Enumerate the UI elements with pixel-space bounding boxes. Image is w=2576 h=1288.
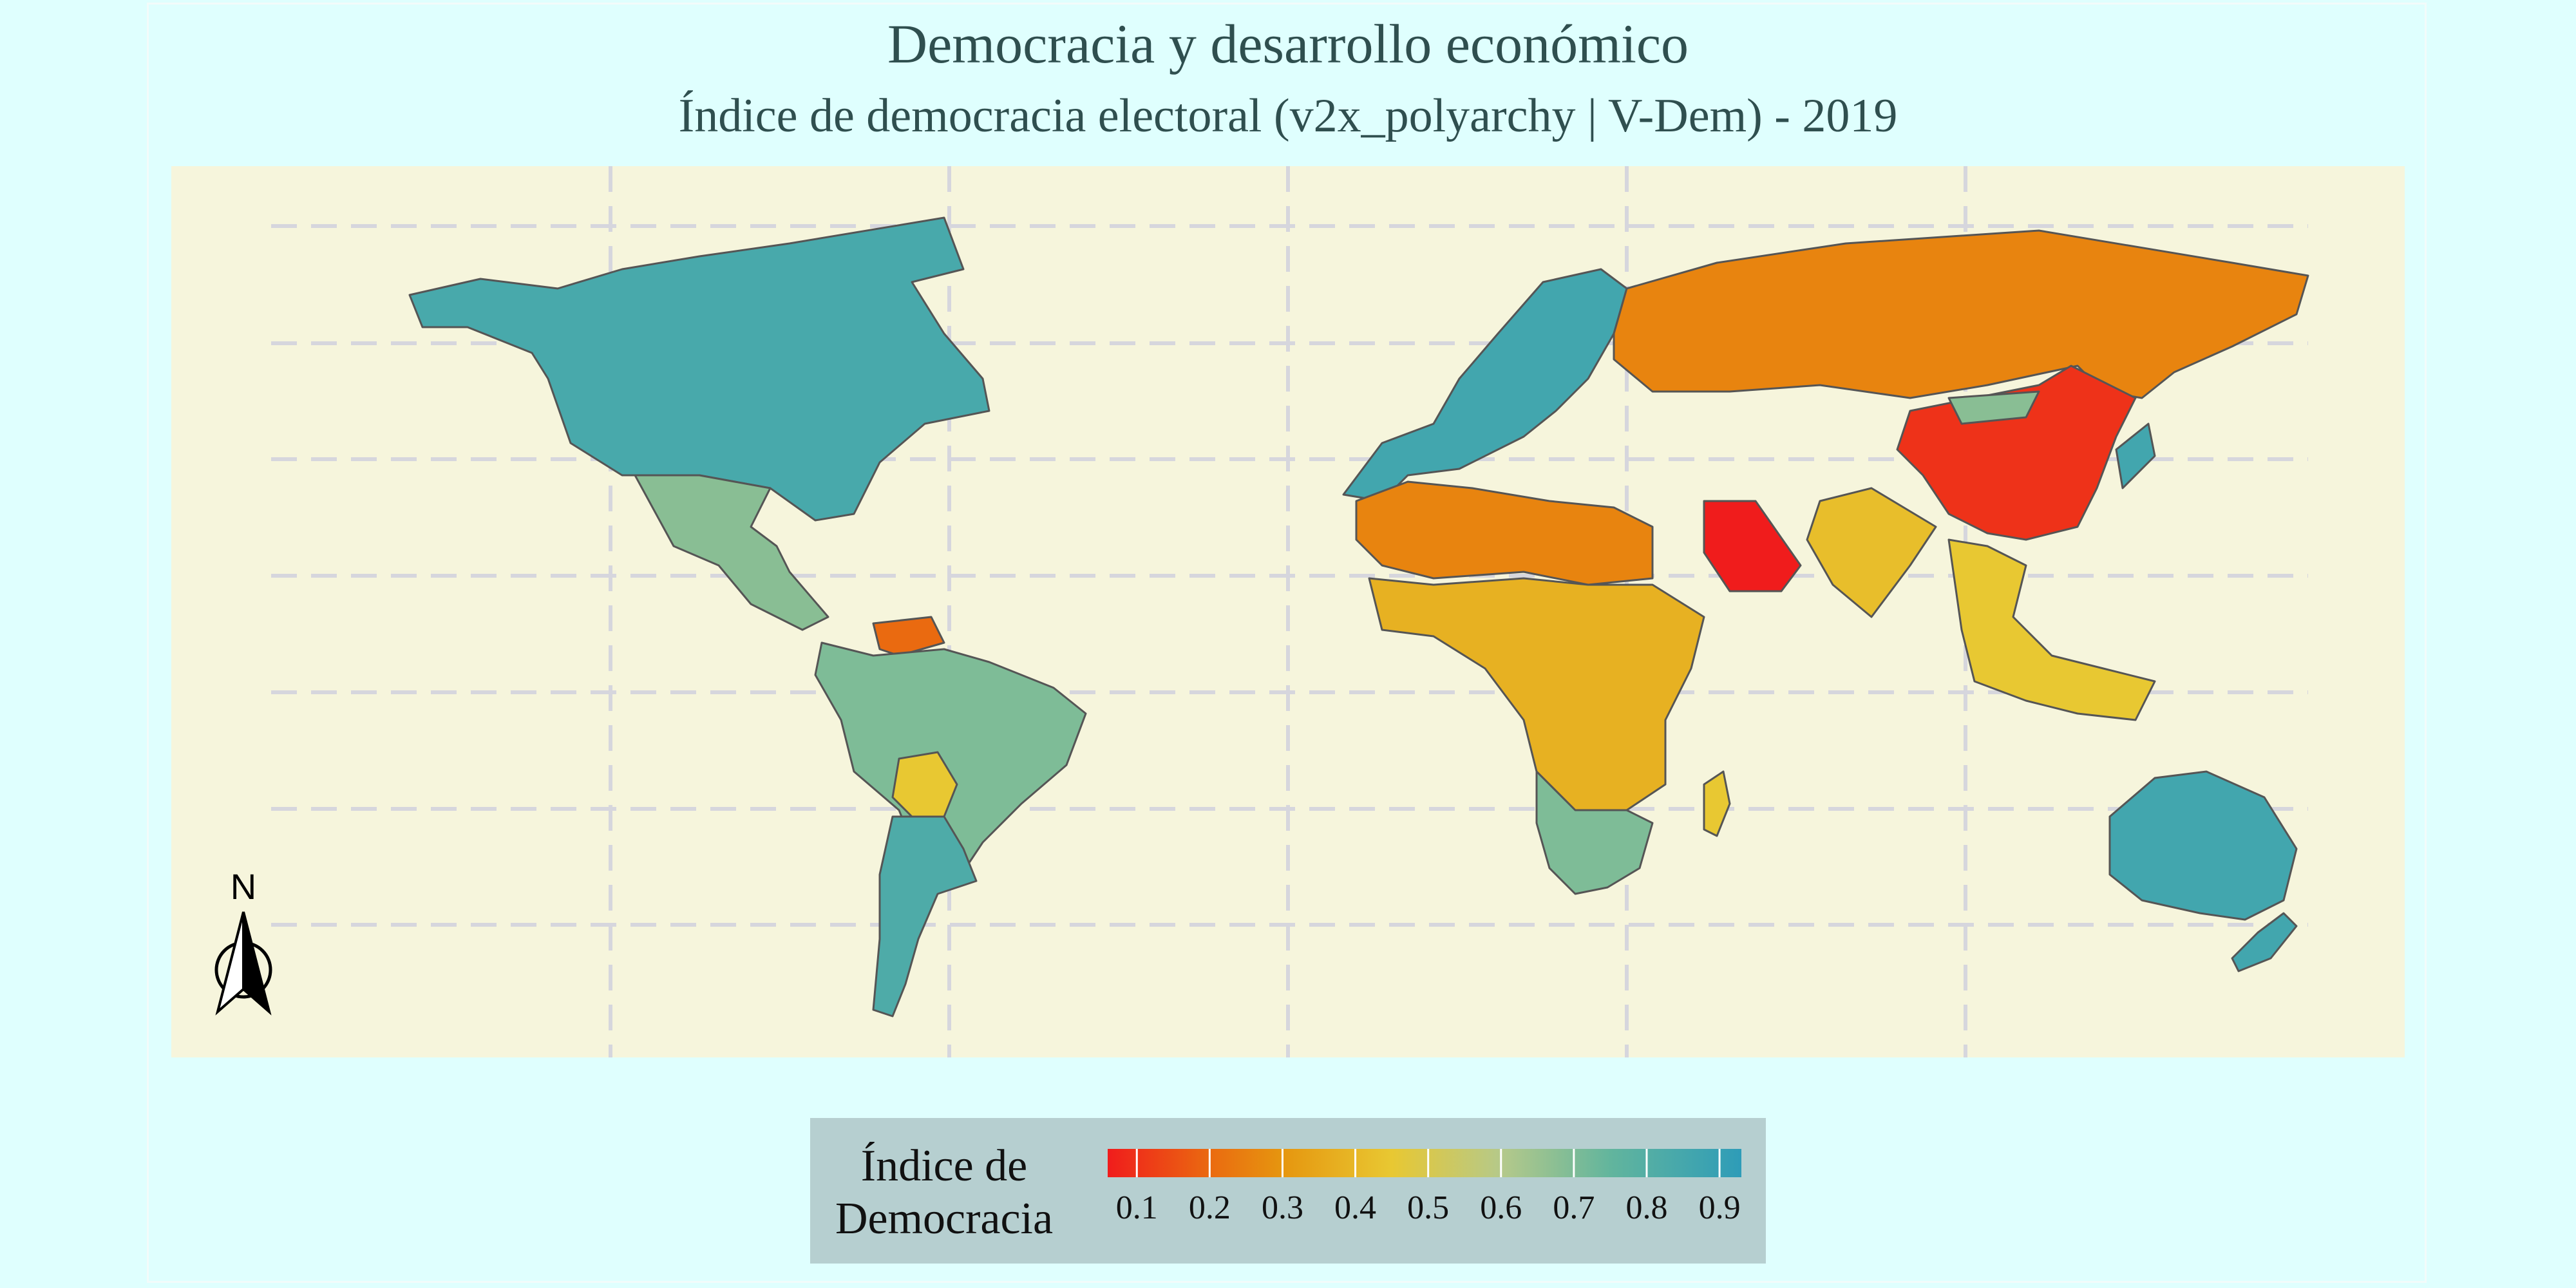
region-southeast-asia (1947, 538, 2156, 721)
region-japan (2115, 422, 2156, 489)
region-australia (2108, 770, 2298, 921)
legend-tick-label: 0.4 (1334, 1189, 1377, 1226)
legend-tick-label: 0.8 (1625, 1189, 1668, 1226)
chart-subtitle: Índice de democracia electoral (v2x_poly… (678, 90, 1898, 142)
region-brazil (814, 641, 1087, 882)
region-southern-africa (1535, 770, 1654, 895)
chart-title: Democracia y desarrollo económico (887, 13, 1689, 75)
region-mongolia (1947, 390, 2040, 425)
region-saudi-arabia (1703, 500, 1802, 592)
region-mexico-central-america (634, 474, 829, 631)
region-madagascar (1703, 770, 1731, 837)
region-india (1806, 487, 1937, 618)
legend-tick-label: 0.3 (1261, 1189, 1303, 1226)
world-map: N (171, 166, 2405, 1057)
region-north-africa (1355, 480, 1654, 586)
region-sub-saharan-africa (1368, 577, 1705, 811)
legend-tick-label: 0.2 (1188, 1189, 1231, 1226)
legend-title: Índice de Democracia (822, 1140, 1066, 1245)
color-legend: Índice de Democracia 0.1 0.2 0.3 0.4 0.5 0.6 0… (810, 1118, 1766, 1264)
north-arrow: N (214, 866, 272, 1016)
region-venezuela (872, 616, 945, 657)
plot-frame (147, 3, 2427, 1283)
region-argentina-chile (872, 815, 978, 1018)
legend-title-line2: Democracia (835, 1194, 1054, 1244)
region-new-zealand (2231, 912, 2298, 972)
legend-colorbar (1108, 1149, 1741, 1177)
north-label: N (231, 866, 256, 907)
legend-tick-label: 0.1 (1115, 1189, 1158, 1226)
legend-tick-label: 0.9 (1698, 1189, 1741, 1226)
region-north-america (408, 216, 990, 522)
legend-tick-label: 0.6 (1480, 1189, 1522, 1226)
legend-tick-label: 0.5 (1407, 1189, 1450, 1226)
legend-tick-label: 0.7 (1553, 1189, 1595, 1226)
legend-title-line1: Índice de (860, 1141, 1028, 1191)
